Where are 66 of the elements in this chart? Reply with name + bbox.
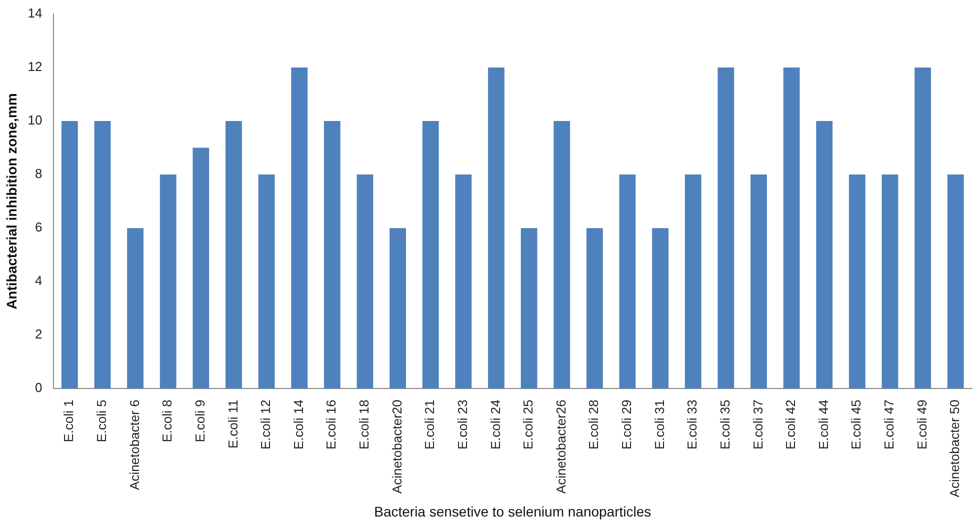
x-tick-label: E.coli 24	[488, 400, 503, 450]
x-axis-title: Bacteria sensetive to selenium nanoparticles	[374, 503, 652, 520]
bar	[684, 174, 702, 389]
bar	[848, 174, 866, 389]
x-tick-label: E.coli 29	[619, 400, 634, 450]
bar	[160, 174, 176, 389]
bar	[324, 121, 340, 389]
y-tick-label: 0	[35, 380, 42, 396]
x-tick-label: E.coli 49	[914, 400, 930, 450]
bar	[750, 174, 767, 389]
x-tick-label: E.coli 9	[192, 400, 208, 442]
x-tick-label: E.coli 28	[586, 400, 602, 450]
bar	[127, 228, 144, 389]
x-tick-label: E.coli 37	[750, 400, 766, 450]
bar	[586, 228, 603, 389]
bar	[258, 174, 275, 389]
x-tick-label: Acinetobacter26	[553, 400, 568, 494]
x-tick-label: E.coli 5	[94, 400, 110, 442]
bar	[455, 174, 472, 389]
bar	[390, 228, 406, 389]
x-tick-label: Acinetobacter 50	[947, 400, 962, 498]
x-tick-label: E.coli 12	[258, 400, 274, 450]
x-tick-label: Acinetobacter 6	[126, 400, 142, 490]
bar	[291, 68, 308, 389]
bar	[619, 174, 636, 389]
x-tick-label: E.coli 42	[783, 400, 798, 450]
bar	[422, 121, 439, 389]
bar	[914, 68, 931, 389]
x-tick-label: E.coli 21	[422, 400, 438, 450]
bar	[94, 121, 111, 389]
bar	[61, 121, 78, 389]
y-tick-label: 6	[35, 220, 42, 235]
bar	[816, 121, 833, 389]
y-axis-title: Antibacterial inhibition zone,mm	[3, 93, 20, 310]
bar	[882, 174, 898, 389]
x-tick-label: E.coli 18	[356, 400, 372, 450]
x-tick-label: E.coli 44	[816, 400, 831, 450]
bar	[652, 228, 668, 389]
bar	[226, 121, 242, 389]
bar	[718, 68, 734, 389]
bar	[783, 68, 800, 389]
x-tick-label: E.coli 16	[324, 400, 339, 450]
x-tick-label: E.coli 31	[652, 400, 667, 450]
bar	[520, 228, 538, 389]
x-tick-label: E.coli 11	[225, 400, 240, 449]
x-tick-label: Acinetobacter20	[389, 400, 404, 494]
x-tick-label: E.coli 14	[290, 400, 306, 450]
x-tick-label: E.coli 1	[61, 400, 76, 442]
bar	[192, 148, 210, 389]
x-tick-label: E.coli 45	[848, 400, 864, 450]
y-tick-label: 8	[35, 166, 42, 182]
x-tick-label: E.coli 25	[520, 400, 536, 450]
bar	[554, 121, 570, 389]
y-tick-label: 4	[35, 273, 42, 288]
x-tick-label: E.coli 35	[717, 400, 732, 450]
bar	[356, 174, 374, 389]
y-tick-label: 12	[28, 59, 42, 74]
bar	[947, 174, 964, 389]
y-tick-label: 14	[28, 6, 42, 21]
x-tick-label: E.coli 33	[684, 400, 700, 450]
bar	[488, 68, 504, 389]
x-tick-label: E.coli 47	[882, 400, 897, 450]
y-tick-label: 2	[35, 326, 42, 342]
x-tick-label: E.coli 23	[454, 400, 470, 450]
y-tick-label: 10	[28, 112, 42, 128]
x-tick-label: E.coli 8	[160, 400, 175, 442]
